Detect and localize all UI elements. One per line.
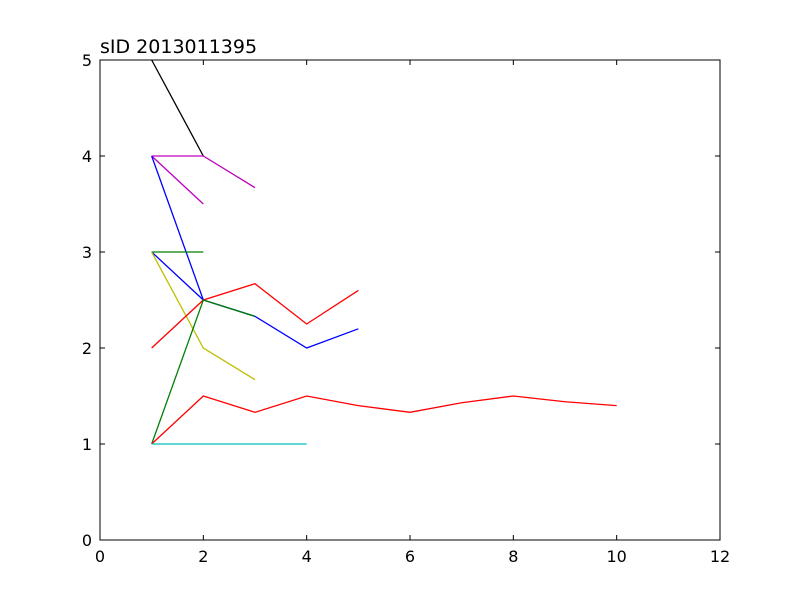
x-tick-label: 6 (405, 547, 415, 566)
plot-frame (99, 59, 721, 541)
series-line-10 (151, 395, 617, 445)
y-tick-label: 2 (82, 339, 92, 358)
series-line-9 (151, 299, 256, 445)
y-tick-label: 1 (82, 435, 92, 454)
x-tick-label: 2 (198, 547, 208, 566)
series-line-3 (151, 155, 204, 205)
x-tick-label: 8 (508, 547, 518, 566)
y-tick-label: 0 (82, 531, 92, 550)
series-line-4 (151, 155, 204, 301)
series-line-1 (151, 59, 204, 157)
x-tick-label: 12 (710, 547, 730, 566)
y-tick-label: 3 (82, 243, 92, 262)
x-tick-label: 10 (606, 547, 626, 566)
series-line-7 (151, 251, 256, 381)
y-tick-label: 4 (82, 147, 92, 166)
chart-title: sID 2013011395 (100, 36, 257, 58)
series-line-8 (151, 282, 359, 349)
series-layer (151, 59, 617, 445)
x-tick-label: 4 (302, 547, 312, 566)
y-tick-label: 5 (82, 51, 92, 70)
series-line-2 (151, 155, 256, 189)
x-tick-label: 0 (95, 547, 105, 566)
